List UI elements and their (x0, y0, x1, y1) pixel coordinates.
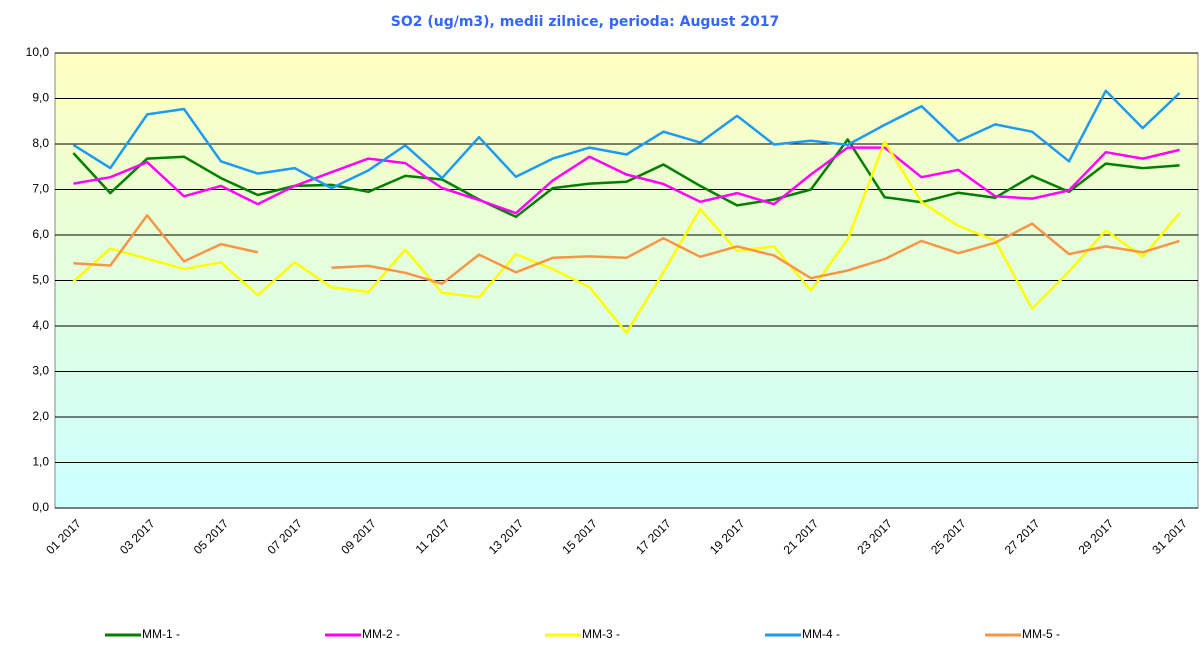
x-tick-label: 25 2017 (928, 516, 969, 557)
x-tick-label: 17 2017 (633, 516, 674, 557)
x-tick-label: 09 2017 (338, 516, 379, 557)
x-tick-label: 21 2017 (781, 516, 822, 557)
y-tick-label: 6,0 (32, 227, 49, 241)
x-tick-label: 23 2017 (854, 516, 895, 557)
x-tick-label: 15 2017 (559, 516, 600, 557)
series-line (73, 146, 1180, 215)
legend-label: MM-1 - (142, 627, 180, 641)
legend-label: MM-3 - (582, 627, 620, 641)
y-tick-label: 1,0 (32, 455, 49, 469)
x-tick-label: 07 2017 (264, 516, 305, 557)
series-line (72, 138, 1180, 219)
x-tick-label: 27 2017 (1002, 516, 1043, 557)
x-tick-label: 29 2017 (1076, 516, 1117, 557)
series-line (72, 89, 1181, 190)
x-tick-label: 31 2017 (1149, 516, 1190, 557)
legend-label: MM-2 - (362, 627, 400, 641)
x-tick-label: 13 2017 (486, 516, 527, 557)
y-tick-label: 2,0 (32, 409, 49, 423)
legend-label: MM-5 - (1022, 627, 1060, 641)
y-tick-label: 4,0 (32, 318, 49, 332)
chart-title: SO2 (ug/m3), medii zilnice, perioda: Aug… (391, 14, 780, 30)
legend-label: MM-4 - (802, 627, 840, 641)
x-tick-label: 19 2017 (707, 516, 748, 557)
x-tick-label: 05 2017 (191, 516, 232, 557)
y-tick-label: 9,0 (32, 91, 49, 105)
y-tick-label: 5,0 (32, 273, 49, 287)
x-tick-label: 03 2017 (117, 516, 158, 557)
series-line (73, 214, 1180, 285)
y-tick-label: 7,0 (32, 182, 49, 196)
series-line (72, 140, 1181, 335)
y-tick-label: 8,0 (32, 136, 49, 150)
x-tick-label: 01 2017 (43, 516, 84, 557)
x-tick-label: 11 2017 (413, 516, 453, 556)
y-tick-label: 10,0 (26, 45, 50, 59)
y-tick-label: 0,0 (32, 500, 49, 514)
y-tick-label: 3,0 (32, 364, 49, 378)
